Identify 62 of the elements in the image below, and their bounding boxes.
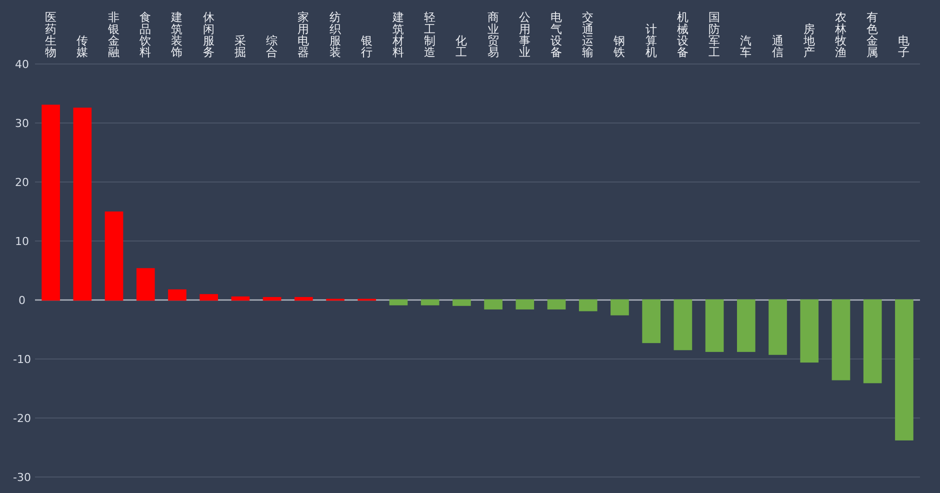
x-tick-label: 钢铁 bbox=[612, 33, 626, 59]
bar bbox=[736, 299, 756, 352]
x-tick-label: 银行 bbox=[360, 33, 373, 59]
bar bbox=[420, 299, 440, 306]
bar bbox=[136, 268, 155, 301]
y-tick-label: 40 bbox=[15, 58, 29, 71]
x-tick-label: 非银金融 bbox=[107, 10, 120, 59]
y-tick-label: -10 bbox=[13, 353, 31, 366]
y-tick-label: 20 bbox=[15, 176, 29, 189]
x-tick-label: 建筑材料 bbox=[391, 10, 404, 59]
bar bbox=[547, 299, 566, 310]
bar bbox=[168, 289, 186, 301]
bar bbox=[42, 104, 60, 301]
bar bbox=[104, 211, 124, 301]
x-tick-label: 汽车 bbox=[740, 33, 752, 59]
x-tick-label: 休闲服务 bbox=[202, 10, 215, 59]
bar bbox=[231, 296, 250, 301]
x-tick-label: 计算机 bbox=[645, 22, 658, 59]
bar bbox=[294, 297, 313, 301]
y-tick-label: 10 bbox=[15, 235, 29, 248]
x-tick-label: 交通运输 bbox=[582, 10, 594, 59]
x-tick-label: 采掘 bbox=[234, 33, 246, 59]
x-tick-label: 电子 bbox=[898, 33, 910, 59]
x-tick-label: 轻工制造 bbox=[424, 10, 436, 59]
x-tick-label: 公用事业 bbox=[518, 10, 531, 59]
x-tick-label: 家用电器 bbox=[298, 10, 310, 59]
x-tick-label: 传媒 bbox=[76, 33, 88, 59]
bar bbox=[389, 299, 408, 306]
x-tick-label: 建筑装饰 bbox=[170, 10, 184, 59]
x-tick-label: 化工 bbox=[456, 33, 468, 59]
x-tick-label: 电气设备 bbox=[550, 10, 563, 59]
x-tick-label: 国防军工 bbox=[708, 10, 721, 59]
x-tick-label: 商业贸易 bbox=[487, 10, 500, 59]
y-tick-label: -30 bbox=[13, 471, 31, 484]
bar bbox=[705, 299, 724, 352]
x-tick-label: 机械设备 bbox=[676, 10, 689, 59]
bar bbox=[610, 299, 629, 316]
x-tick-label: 房地产 bbox=[802, 22, 816, 59]
x-tick-label: 综合 bbox=[266, 33, 278, 59]
bar bbox=[73, 108, 92, 301]
x-tick-label: 有色金属 bbox=[866, 10, 879, 59]
bar bbox=[863, 299, 882, 384]
bar bbox=[800, 299, 819, 363]
bar bbox=[578, 299, 598, 312]
x-tick-label: 纺织服装 bbox=[329, 10, 342, 59]
bar bbox=[452, 299, 471, 306]
bar bbox=[895, 299, 914, 440]
x-tick-label: 通信 bbox=[772, 33, 784, 59]
bar bbox=[768, 299, 787, 355]
x-tick-label: 医药生物 bbox=[44, 10, 57, 59]
y-tick-label: 30 bbox=[15, 117, 29, 130]
bar bbox=[674, 299, 692, 350]
bar bbox=[642, 299, 661, 344]
bar bbox=[200, 294, 218, 301]
y-tick-label: -20 bbox=[13, 412, 31, 425]
bar bbox=[262, 297, 282, 301]
y-tick-label: 0 bbox=[18, 294, 26, 307]
bar bbox=[516, 299, 534, 310]
x-tick-label: 食品饮料 bbox=[138, 10, 152, 59]
bar bbox=[832, 299, 850, 380]
bar bbox=[484, 299, 502, 310]
x-tick-label: 农林牧渔 bbox=[834, 10, 847, 59]
